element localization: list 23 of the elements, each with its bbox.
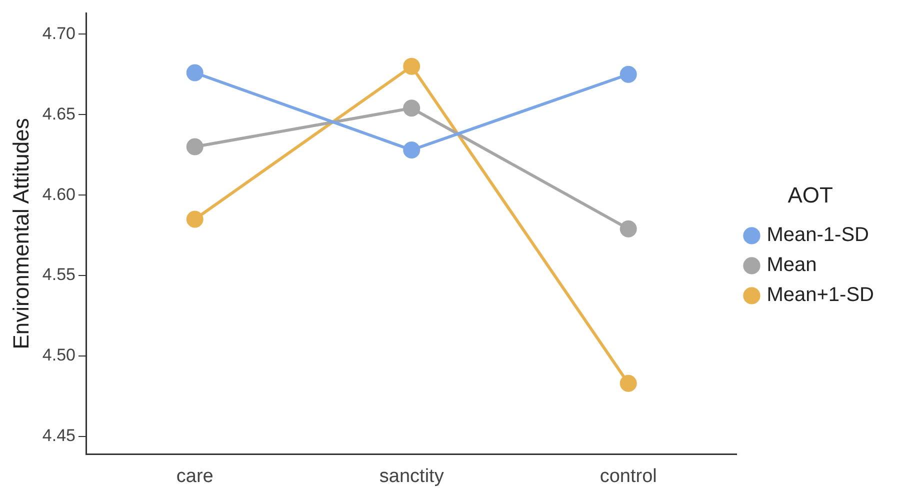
y-tick-label: 4.70	[42, 24, 76, 43]
y-tick-label: 4.45	[42, 426, 76, 446]
point	[186, 210, 204, 228]
point	[186, 64, 204, 82]
point	[620, 66, 637, 83]
point	[403, 142, 420, 159]
legend-title: AOT	[788, 182, 833, 208]
x-tick-label: sanctity	[379, 466, 444, 487]
point	[403, 100, 420, 117]
y-tick-label: 4.65	[42, 104, 76, 124]
legend-label: Mean	[766, 254, 817, 276]
point	[620, 220, 637, 238]
x-tick-label: care	[176, 466, 214, 487]
legend-label: Mean+1-SD	[766, 284, 874, 306]
y-tick-label: 4.50	[42, 346, 76, 365]
y-axis-title: Environmental Attitudes	[8, 118, 34, 350]
x-tick-label: control	[600, 466, 657, 487]
y-tick-label: 4.55	[42, 265, 76, 284]
point	[186, 138, 204, 156]
y-tick-label: 4.60	[42, 184, 76, 204]
legend-label: Mean-1-SD	[766, 224, 869, 246]
point	[403, 58, 420, 75]
point	[620, 374, 637, 392]
